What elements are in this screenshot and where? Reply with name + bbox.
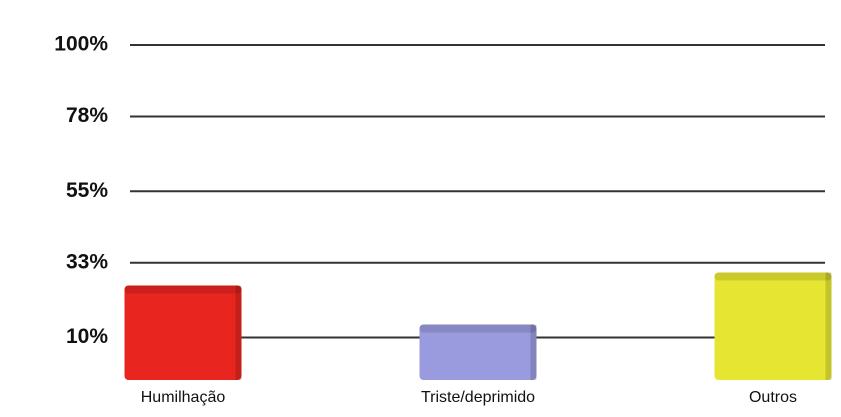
bar xyxy=(124,285,242,380)
y-tick-label: 33% xyxy=(66,250,108,273)
x-tick-label: Outros xyxy=(749,389,797,406)
bar-side xyxy=(825,272,832,380)
x-tick-label: Humilhação xyxy=(141,389,226,406)
y-tick-label: 55% xyxy=(66,179,108,202)
bar xyxy=(419,324,537,380)
y-tick-label: 10% xyxy=(66,325,108,348)
bar-side xyxy=(530,324,537,380)
bar-top xyxy=(714,272,832,281)
bar-side xyxy=(235,285,242,380)
bar xyxy=(714,272,832,380)
bar-top xyxy=(124,285,242,294)
bar-top xyxy=(419,324,537,333)
y-tick-label: 78% xyxy=(66,104,108,127)
y-tick-label: 100% xyxy=(54,33,108,56)
x-tick-label: Triste/deprimido xyxy=(421,389,535,406)
